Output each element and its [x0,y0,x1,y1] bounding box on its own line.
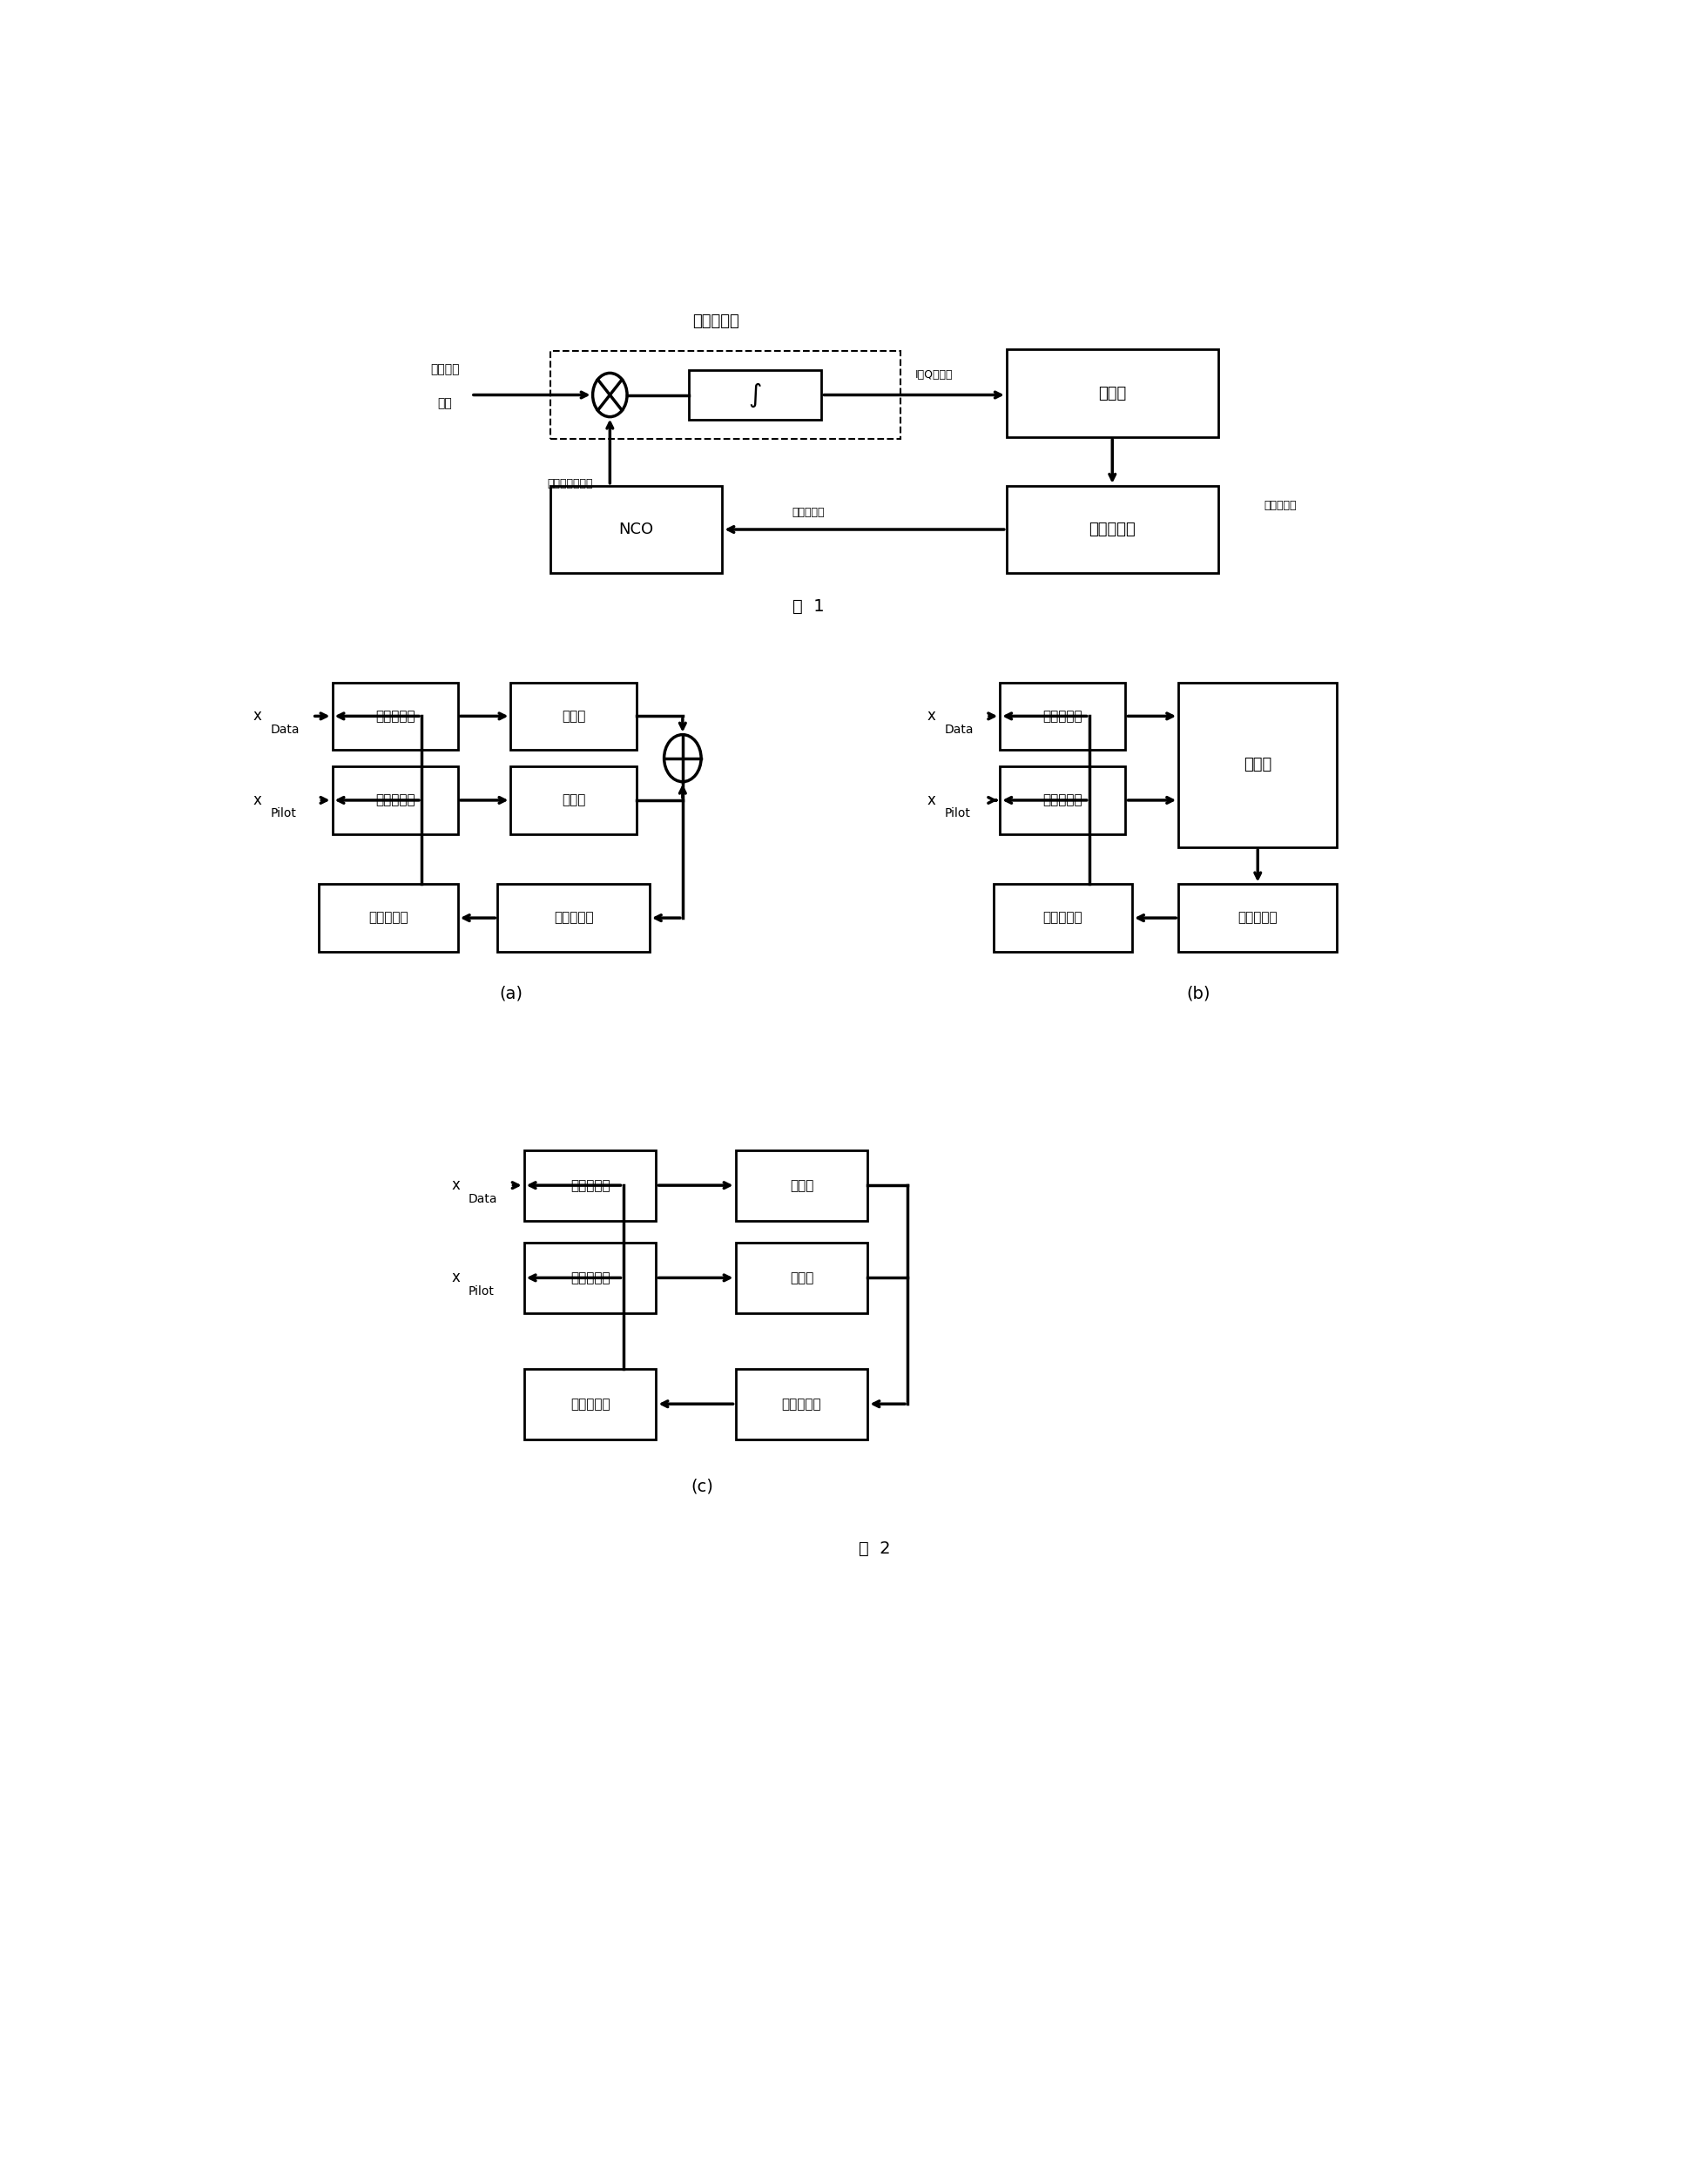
Bar [524,1151,657,1221]
Text: 鉴相器: 鉴相器 [561,793,585,806]
Text: Pilot: Pilot [270,808,297,819]
Text: 载波相位差: 载波相位差 [1264,500,1297,511]
Text: x: x [252,708,261,723]
Bar [510,684,636,749]
Text: 鉴相器: 鉴相器 [1244,758,1271,773]
Text: 图  1: 图 1 [792,598,824,616]
Bar [524,1369,657,1439]
Text: Data: Data [469,1192,498,1206]
Text: Pilot: Pilot [469,1284,495,1297]
Text: (b): (b) [1186,985,1210,1002]
Bar [333,767,457,834]
Bar [498,885,650,952]
Text: 信号: 信号 [437,397,452,408]
Text: I、Q相关值: I、Q相关值 [914,369,952,380]
Text: Pilot: Pilot [945,808,971,819]
Text: Data: Data [945,723,974,736]
Bar [735,1369,868,1439]
Text: 相干积分器: 相干积分器 [570,1179,611,1192]
Bar [735,1151,868,1221]
Text: $\int$: $\int$ [749,380,763,408]
Text: (a): (a) [498,985,522,1002]
Text: x: x [452,1177,461,1192]
Text: 相干积分器: 相干积分器 [570,1271,611,1284]
Bar [993,885,1133,952]
Text: 环路滤波器: 环路滤波器 [554,911,594,924]
Text: 相干积分器: 相干积分器 [693,312,739,330]
Bar [524,1243,657,1313]
Bar [1179,681,1338,847]
Text: 环路滤波器: 环路滤波器 [781,1398,822,1411]
Bar [1007,349,1218,437]
Bar [551,485,722,572]
Bar [689,369,822,419]
Bar [1000,684,1126,749]
Text: x: x [928,708,937,723]
Bar [1007,485,1218,572]
Bar [1179,885,1338,952]
Text: 环路滤波器: 环路滤波器 [1239,911,1278,924]
Text: 环路滤波器: 环路滤波器 [1088,522,1136,537]
Bar [319,885,457,952]
Text: 频率估计值: 频率估计值 [792,507,824,518]
Bar [735,1243,868,1313]
Text: x: x [452,1269,461,1286]
Bar [333,684,457,749]
Text: 相干积分器: 相干积分器 [375,793,415,806]
Text: 数控振荡器: 数控振荡器 [570,1398,611,1411]
Text: Data: Data [270,723,299,736]
Text: 鉴相器: 鉴相器 [790,1271,814,1284]
Text: x: x [252,793,261,808]
Text: 数控振荡器: 数控振荡器 [368,911,408,924]
Text: NCO: NCO [619,522,653,537]
Bar [1000,767,1126,834]
Text: 相干积分器: 相干积分器 [375,710,415,723]
Text: 相干积分器: 相干积分器 [1042,710,1083,723]
Bar [551,352,901,439]
Text: x: x [928,793,937,808]
Text: 数控振荡器: 数控振荡器 [1042,911,1083,924]
Text: 鉴相器: 鉴相器 [790,1179,814,1192]
Text: (c): (c) [691,1479,713,1494]
Bar [510,767,636,834]
Text: 图  2: 图 2 [858,1540,891,1557]
Text: 鉴相器: 鉴相器 [561,710,585,723]
Text: 外部输入: 外部输入 [430,363,459,376]
Text: 鉴相器: 鉴相器 [1099,384,1126,402]
Text: 相干积分器: 相干积分器 [1042,793,1083,806]
Text: 复现的本地载波: 复现的本地载波 [548,478,594,489]
